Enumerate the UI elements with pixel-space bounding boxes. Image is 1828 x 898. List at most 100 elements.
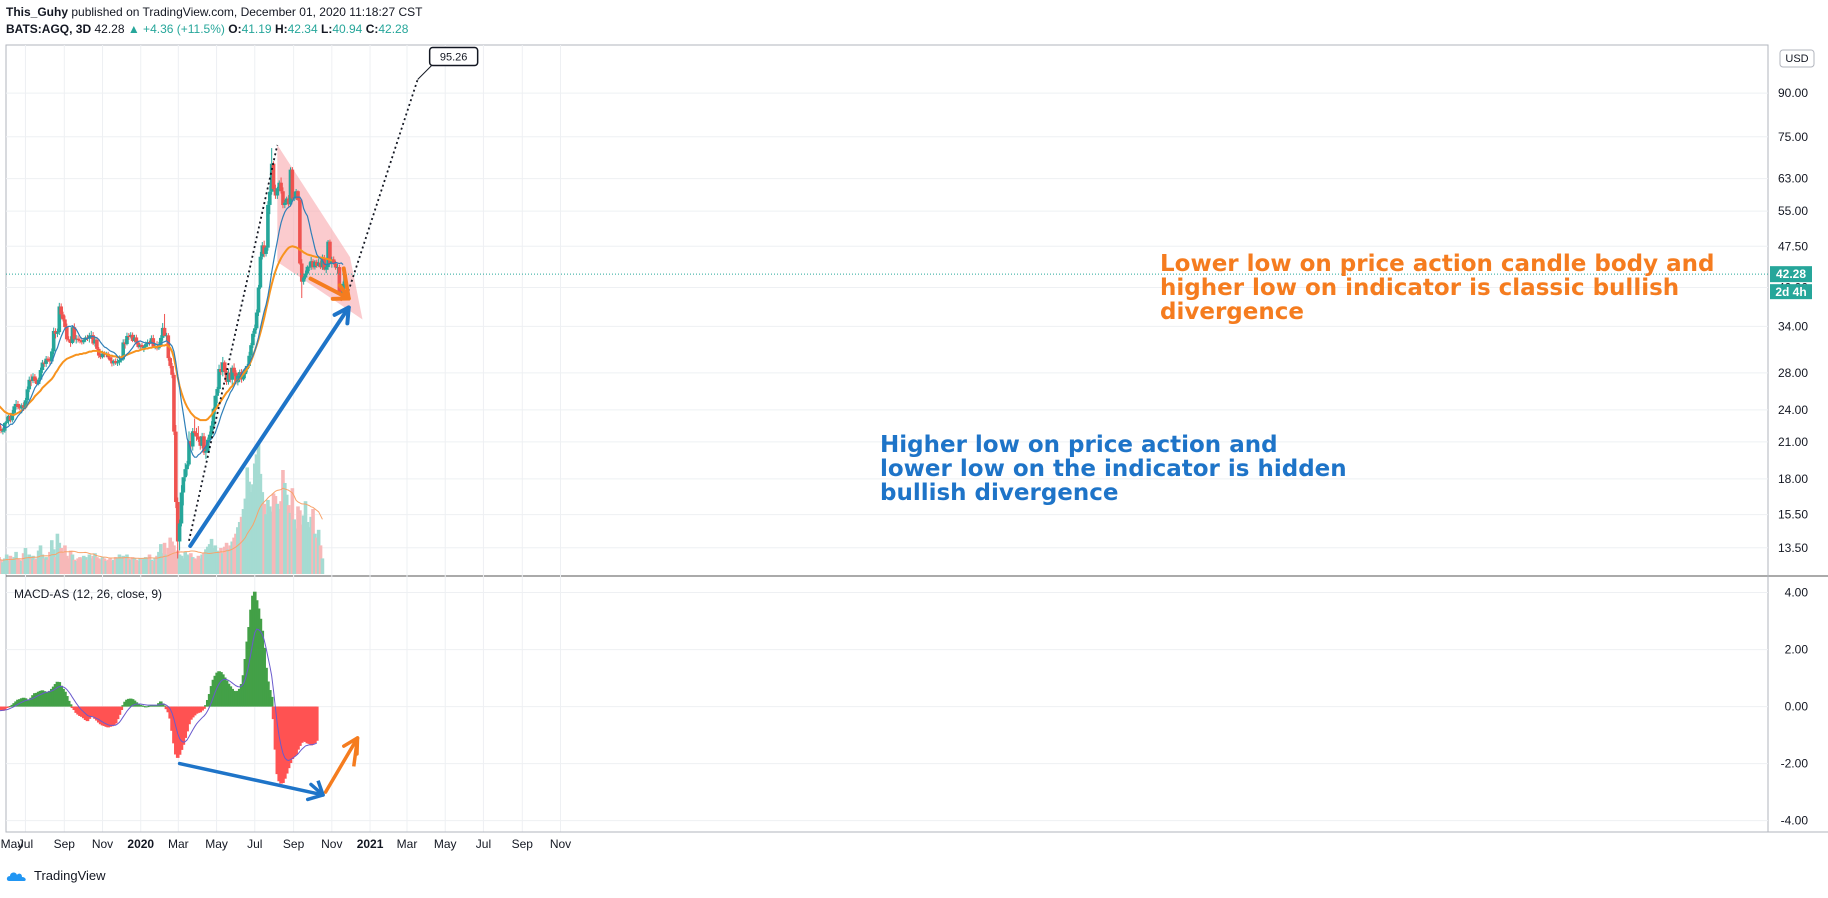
candle-body xyxy=(198,439,203,446)
candle-body xyxy=(230,367,235,380)
volume-bar xyxy=(121,555,126,574)
macd-bar xyxy=(85,706,90,722)
candle-body xyxy=(78,340,82,342)
volume-bar xyxy=(221,553,225,574)
macd-bar xyxy=(170,706,174,731)
orange-macd-tick xyxy=(352,737,360,767)
macd-bar xyxy=(104,706,109,727)
candle-body xyxy=(204,451,208,453)
macd-bar xyxy=(283,706,287,779)
macd-bar xyxy=(34,692,39,707)
candle-body xyxy=(189,441,193,447)
macd-bar xyxy=(241,675,246,707)
candle-body xyxy=(241,374,246,380)
macd-bar xyxy=(127,698,131,707)
volume-bar xyxy=(277,509,282,574)
macd-bar xyxy=(87,706,92,719)
volume-bar xyxy=(281,470,285,574)
candle-body xyxy=(283,202,287,206)
candle-body xyxy=(53,330,58,334)
volume-bar xyxy=(158,544,163,574)
volume-bar xyxy=(241,509,246,574)
macd-bar xyxy=(236,690,240,707)
macd-bar xyxy=(196,706,201,713)
candle-body xyxy=(190,431,195,447)
volume-bar xyxy=(132,558,137,574)
candle-body xyxy=(258,256,263,288)
macd-bar xyxy=(243,658,248,707)
macd-bar xyxy=(294,706,298,755)
macd-bar xyxy=(275,706,280,775)
candle-body xyxy=(264,247,268,254)
volume-bar xyxy=(236,527,240,574)
candle-body xyxy=(219,369,223,373)
volume-bar xyxy=(23,548,28,574)
time-axis-label: Sep xyxy=(283,837,305,851)
candle-body xyxy=(286,198,291,205)
macd-bar xyxy=(142,706,146,707)
macd-bar xyxy=(211,679,216,707)
candle-body xyxy=(33,376,37,381)
macd-bar xyxy=(194,706,199,714)
volume-bar xyxy=(209,538,214,574)
volume-bar xyxy=(254,454,259,574)
macd-bar xyxy=(224,680,229,707)
candle-body xyxy=(183,469,188,478)
candle-body xyxy=(281,191,285,206)
currency-label: USD xyxy=(1785,53,1808,65)
macd-bar xyxy=(192,706,197,716)
volume-bar xyxy=(25,557,30,574)
volume-bar xyxy=(80,558,84,574)
volume-bar xyxy=(4,554,9,574)
macd-bar xyxy=(16,699,20,707)
macd-bar xyxy=(179,706,184,750)
candle-body xyxy=(205,439,210,452)
macd-bar xyxy=(147,705,152,707)
candle-body xyxy=(290,169,295,199)
macd-bar xyxy=(44,691,48,707)
volume-bar xyxy=(140,559,144,574)
candle-body xyxy=(89,335,94,337)
candle-body xyxy=(147,342,152,344)
price-axis-label: 15.50 xyxy=(1778,508,1808,522)
macd-bar xyxy=(153,705,157,707)
candle-body xyxy=(25,389,30,401)
volume-bar xyxy=(29,558,33,574)
candle-body xyxy=(222,362,227,372)
candle-body xyxy=(251,333,255,346)
macd-bar xyxy=(298,706,302,746)
candle-body xyxy=(68,339,73,343)
volume-bar xyxy=(138,558,142,574)
macd-bar xyxy=(151,705,156,707)
close-label: C: xyxy=(365,22,379,36)
volume-bar xyxy=(307,527,312,574)
macd-bar xyxy=(155,705,159,707)
candle-body xyxy=(117,359,122,363)
tradingview-logo[interactable]: TradingView xyxy=(6,868,106,883)
volume-bar xyxy=(189,553,193,574)
candle-body xyxy=(170,365,174,375)
candle-body xyxy=(313,261,317,268)
macd-bar xyxy=(273,706,278,750)
volume-bar xyxy=(49,540,54,574)
time-axis-label: May xyxy=(1,837,24,851)
candle-body xyxy=(277,182,282,189)
volume-bar xyxy=(200,554,204,574)
candle-body xyxy=(181,477,186,493)
candle-body xyxy=(226,372,231,382)
author-name[interactable]: This_Guhy xyxy=(6,5,69,19)
candle-body xyxy=(31,376,35,382)
volume-bar xyxy=(72,559,77,574)
volume-bar xyxy=(113,557,118,574)
price-change: ▲ +4.36 (+11.5%) xyxy=(127,22,225,36)
macd-bar xyxy=(228,686,233,707)
candle-body xyxy=(209,425,214,435)
macd-bar xyxy=(108,706,112,727)
macd-bar xyxy=(232,690,236,707)
macd-bar xyxy=(305,706,310,744)
macd-axis-label: 4.00 xyxy=(1785,586,1809,600)
time-axis-label: Nov xyxy=(92,837,113,851)
macd-bar xyxy=(181,706,186,745)
macd-bar xyxy=(234,691,238,707)
